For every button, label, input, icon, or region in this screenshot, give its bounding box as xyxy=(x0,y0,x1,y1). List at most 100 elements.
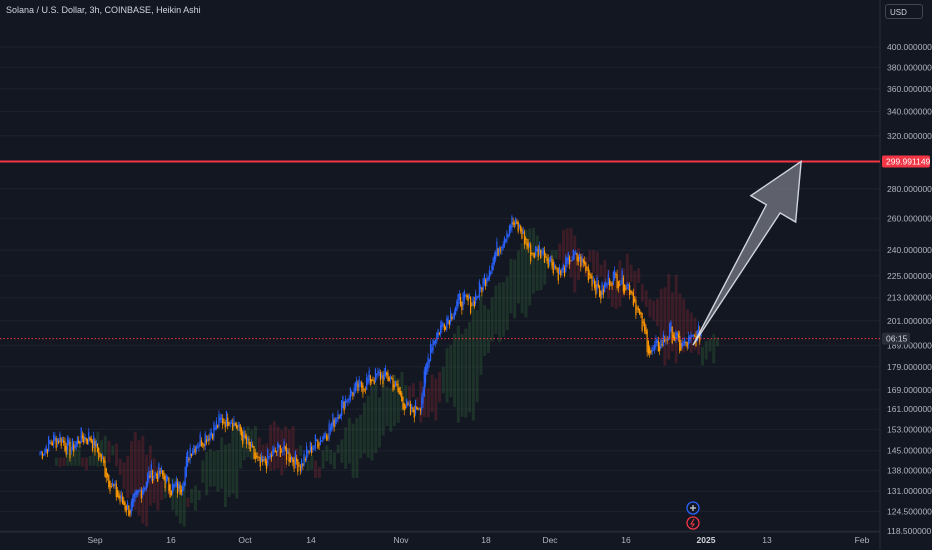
cloud-segment xyxy=(486,309,490,353)
candle-body xyxy=(89,436,91,441)
cloud-segment xyxy=(670,292,674,352)
candle-body xyxy=(406,399,408,408)
cloud-segment xyxy=(652,300,656,321)
candle-body xyxy=(657,341,660,352)
candle-body xyxy=(138,490,140,492)
candle-body xyxy=(670,321,672,332)
candle-body xyxy=(576,253,578,261)
cloud-segment xyxy=(261,444,265,456)
candle-body xyxy=(342,396,344,409)
projection-arrow xyxy=(692,160,802,346)
candle-body xyxy=(114,482,116,486)
candle-body xyxy=(551,258,553,266)
plus-sign xyxy=(690,505,696,511)
lightning-icon xyxy=(686,516,700,530)
candle-body xyxy=(225,410,228,425)
candle-body xyxy=(452,317,454,319)
candle-body xyxy=(111,483,114,487)
candle-body xyxy=(192,450,194,455)
candle-body xyxy=(669,324,671,339)
candle-body xyxy=(447,317,449,324)
price-tick-label: 161.000000 xyxy=(887,404,932,414)
candle-body xyxy=(200,440,203,447)
candle-body xyxy=(337,413,339,421)
last-price-tag xyxy=(882,332,910,345)
candle-body xyxy=(349,387,352,400)
cloud-segment xyxy=(501,282,505,337)
candle-body xyxy=(319,437,321,445)
candle-body xyxy=(581,256,583,262)
currency-selector[interactable]: USD xyxy=(885,4,923,19)
candle-body xyxy=(478,281,480,297)
candle-body xyxy=(496,241,498,256)
time-tick-label: Feb xyxy=(855,535,870,545)
candle-body xyxy=(526,239,528,247)
candle-body xyxy=(373,380,375,385)
price-tick-label: 153.000000 xyxy=(887,424,932,434)
candle-body xyxy=(491,265,493,274)
candle-body xyxy=(238,422,240,427)
candle-body xyxy=(101,457,104,459)
candle-body xyxy=(352,392,354,397)
candle-body xyxy=(429,343,432,362)
candle-body xyxy=(570,260,572,262)
cloud-segment xyxy=(374,383,378,454)
candle-body xyxy=(674,336,676,341)
candle-body xyxy=(542,247,544,254)
candle-body xyxy=(391,378,393,380)
candle-body xyxy=(290,456,293,460)
cloud-segment xyxy=(182,480,186,527)
candle-body xyxy=(619,284,621,286)
candle-body xyxy=(456,301,458,312)
candle-body xyxy=(661,344,663,346)
candle-body xyxy=(110,486,112,487)
cloud-segment xyxy=(385,386,389,426)
candle-body xyxy=(103,457,105,463)
candle-body xyxy=(333,419,335,428)
candle-body xyxy=(593,280,596,288)
candle-body xyxy=(402,397,404,410)
candle-body xyxy=(470,296,472,314)
candle-body xyxy=(257,456,259,458)
candle-body xyxy=(457,293,459,307)
candle-body xyxy=(184,467,186,486)
candle-body xyxy=(69,442,71,459)
candle-body xyxy=(233,420,235,427)
cloud-segment xyxy=(595,251,599,280)
candle-body xyxy=(513,223,516,225)
candle-body xyxy=(202,443,204,445)
candle-body xyxy=(396,383,398,386)
candle-body xyxy=(557,267,559,281)
candle-body xyxy=(522,230,524,234)
cloud-segment xyxy=(592,250,596,273)
price-axis[interactable]: 400.000000 380.000000 360.000000 340.000000… xyxy=(882,42,932,536)
candle-body xyxy=(295,457,298,462)
candle-body xyxy=(244,434,246,439)
candle-body xyxy=(521,228,523,239)
candle-body xyxy=(324,435,326,437)
candle-body xyxy=(434,340,437,343)
candle-body xyxy=(392,378,394,391)
cloud-segment xyxy=(603,259,607,293)
candle-body xyxy=(422,390,424,404)
candle-body xyxy=(379,372,382,381)
candle-body xyxy=(298,465,300,467)
cloud-segment xyxy=(197,490,201,501)
cloud-segment xyxy=(100,440,104,466)
time-axis[interactable]: Sep 16 Oct 14 Nov 18 Dec 16 2025 13 Feb xyxy=(87,535,869,545)
candle-body xyxy=(421,397,423,410)
candle-body xyxy=(248,439,250,445)
candle-body xyxy=(548,260,551,264)
candle-body xyxy=(229,422,231,424)
candle-body xyxy=(109,480,111,492)
cloud-segment xyxy=(625,253,629,296)
candle-body xyxy=(463,291,465,300)
cloud-segment xyxy=(528,228,532,306)
cloud-segment xyxy=(359,414,363,459)
cloud-segment xyxy=(468,321,472,413)
candle-body xyxy=(222,418,224,425)
candle-body xyxy=(282,450,284,452)
price-tick-label: 189.000000 xyxy=(887,340,932,350)
